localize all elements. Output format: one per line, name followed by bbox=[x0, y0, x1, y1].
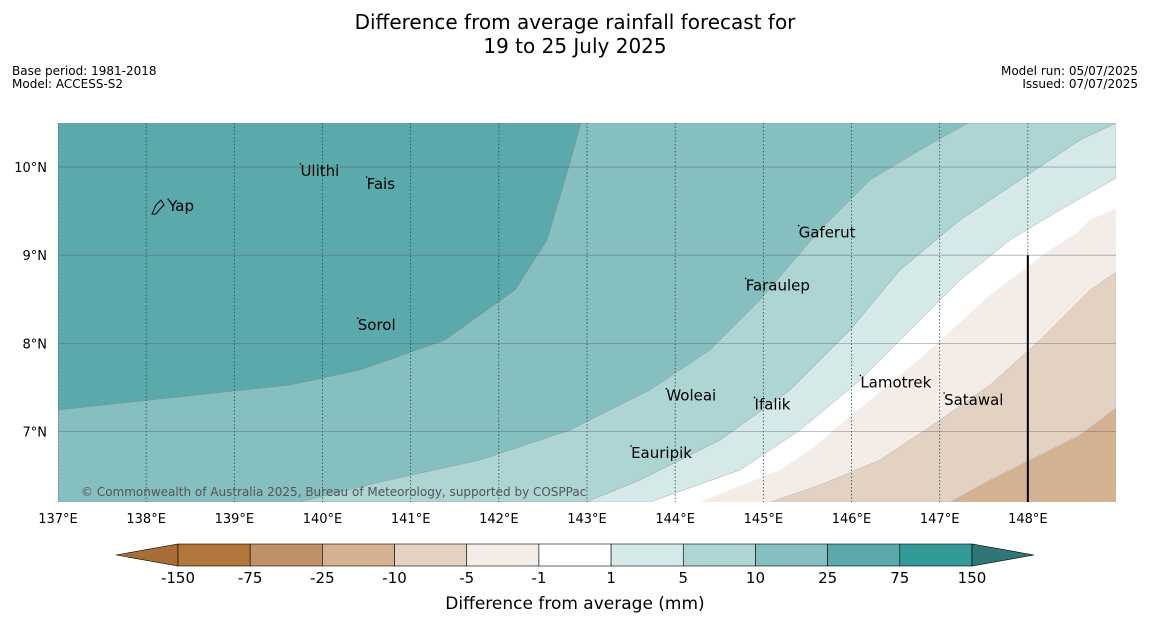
colorbar-tick-label: -10 bbox=[382, 569, 407, 587]
colorbar-tick-label: -150 bbox=[161, 569, 195, 587]
x-tick-label: 147°E bbox=[920, 512, 960, 527]
place-label: Lamotrek bbox=[860, 373, 931, 391]
meta-right: Model run: 05/07/2025 Issued: 07/07/2025 bbox=[1001, 65, 1138, 91]
place-dot bbox=[630, 445, 632, 447]
band-minus10-to-minus5 bbox=[769, 271, 1116, 502]
colorbar-title: Difference from average (mm) bbox=[445, 594, 705, 614]
x-axis-ticks: 137°E 138°E 139°E 140°E 141°E 142°E 143°E 144°E… bbox=[38, 512, 1047, 527]
model-name: Model: ACCESS-S2 bbox=[12, 77, 124, 91]
colorbar-extend-high bbox=[971, 543, 1035, 567]
colorbar-segment bbox=[177, 543, 251, 567]
colorbar-tick-label: 10 bbox=[746, 569, 765, 587]
place-label: Ifalik bbox=[755, 395, 791, 413]
colorbar-tick-label: 5 bbox=[678, 569, 688, 587]
place-marker: Fais bbox=[365, 175, 396, 193]
place-label: Satawal bbox=[944, 391, 1003, 409]
y-tick-label: 8°N bbox=[23, 337, 48, 352]
place-label: Ulithi bbox=[300, 162, 339, 180]
x-tick-label: 145°E bbox=[744, 512, 784, 527]
x-tick-label: 141°E bbox=[391, 512, 431, 527]
place-dot bbox=[753, 396, 756, 399]
x-tick-label: 144°E bbox=[655, 512, 695, 527]
place-dot bbox=[167, 198, 170, 200]
x-tick-label: 139°E bbox=[215, 512, 255, 527]
place-label: Fais bbox=[367, 175, 396, 193]
place-marker: Ulithi bbox=[299, 162, 339, 180]
place-label: Eauripik bbox=[631, 444, 692, 462]
place-marker: Satawal bbox=[943, 391, 1003, 409]
meta-left: Base period: 1981-2018 Model: ACCESS-S2 bbox=[12, 65, 157, 91]
place-label: Gaferut bbox=[799, 224, 856, 242]
band-minus25-to-minus10 bbox=[949, 407, 1116, 502]
y-tick-label: 10°N bbox=[14, 161, 47, 176]
place-marker: Ifalik bbox=[753, 395, 791, 413]
colorbar-segment bbox=[755, 543, 828, 567]
y-tick-label: 9°N bbox=[23, 249, 48, 264]
colorbar-tick-label: -5 bbox=[459, 569, 474, 587]
model-run: Model run: 05/07/2025 bbox=[1000, 64, 1138, 78]
map-title: Difference from average rainfall forecas… bbox=[0, 10, 1150, 58]
base-period: Base period: 1981-2018 bbox=[12, 64, 157, 78]
place-dot bbox=[943, 392, 945, 394]
place-dot bbox=[859, 374, 862, 377]
colorbar-segment bbox=[682, 543, 756, 567]
copyright-text: © Commonwealth of Australia 2025, Bureau… bbox=[81, 485, 586, 499]
yap-island-shape bbox=[151, 199, 165, 215]
colorbar-tick-label: 25 bbox=[818, 569, 837, 587]
colorbar-segment bbox=[899, 543, 973, 567]
place-marker: Gaferut bbox=[797, 224, 856, 242]
place-marker: Lamotrek bbox=[859, 373, 932, 391]
x-tick-label: 138°E bbox=[126, 512, 166, 527]
x-tick-label: 143°E bbox=[567, 512, 607, 527]
title-line-1: Difference from average rainfall forecas… bbox=[354, 10, 796, 34]
place-marker: Faraulep bbox=[744, 276, 810, 294]
title-line-2: 19 to 25 July 2025 bbox=[483, 34, 667, 58]
x-tick-label: 140°E bbox=[303, 512, 343, 527]
place-marker: Eauripik bbox=[630, 444, 692, 462]
place-marker: Yap bbox=[167, 197, 194, 215]
x-tick-label: 146°E bbox=[832, 512, 872, 527]
colorbar-tick-label: 1 bbox=[606, 569, 616, 587]
place-labels: Yap Ulithi Fais Gaferut Faraulep Sorol Lamotre… bbox=[167, 162, 1003, 462]
colorbar-tick-label: -75 bbox=[238, 569, 263, 587]
place-dot bbox=[665, 387, 668, 390]
map-area: Yap Ulithi Fais Gaferut Faraulep Sorol Lamotre… bbox=[58, 123, 1116, 502]
place-label: Woleai bbox=[666, 387, 716, 405]
colorbar-segment bbox=[610, 543, 684, 567]
colorbar-tick-label: 75 bbox=[890, 569, 909, 587]
colorbar-segment bbox=[394, 543, 468, 567]
place-dot bbox=[744, 277, 747, 280]
x-tick-label: 142°E bbox=[479, 512, 519, 527]
colorbar-segment bbox=[466, 543, 540, 567]
x-tick-label: 137°E bbox=[38, 512, 78, 527]
place-label: Yap bbox=[167, 197, 194, 215]
y-tick-label: 7°N bbox=[23, 425, 48, 440]
y-axis-ticks: 10°N 9°N 8°N 7°N bbox=[14, 161, 47, 440]
colorbar-tick-label: -1 bbox=[531, 569, 546, 587]
place-dot bbox=[299, 163, 302, 165]
place-label: Sorol bbox=[358, 316, 396, 334]
place-dot bbox=[797, 224, 800, 227]
colorbar-segment bbox=[249, 543, 323, 567]
issued-date: Issued: 07/07/2025 bbox=[1022, 77, 1138, 91]
colorbar-segment bbox=[827, 543, 901, 567]
x-tick-label: 148°E bbox=[1008, 512, 1048, 527]
place-marker: Woleai bbox=[665, 387, 716, 405]
colorbar-segment bbox=[538, 543, 612, 567]
place-dot bbox=[365, 176, 368, 178]
band-25-to-75 bbox=[58, 123, 582, 411]
place-marker: Sorol bbox=[356, 316, 396, 334]
colorbar-tick-label: -25 bbox=[310, 569, 335, 587]
colorbar-segment bbox=[322, 543, 395, 567]
place-dot bbox=[356, 317, 359, 319]
colorbar-tick-label: 150 bbox=[958, 569, 987, 587]
place-label: Faraulep bbox=[746, 276, 810, 294]
colorbar: -150 -75 -25 -10 -5 -1 1 5 10 25 75 150 bbox=[115, 543, 1035, 587]
colorbar-extend-low bbox=[115, 543, 179, 567]
